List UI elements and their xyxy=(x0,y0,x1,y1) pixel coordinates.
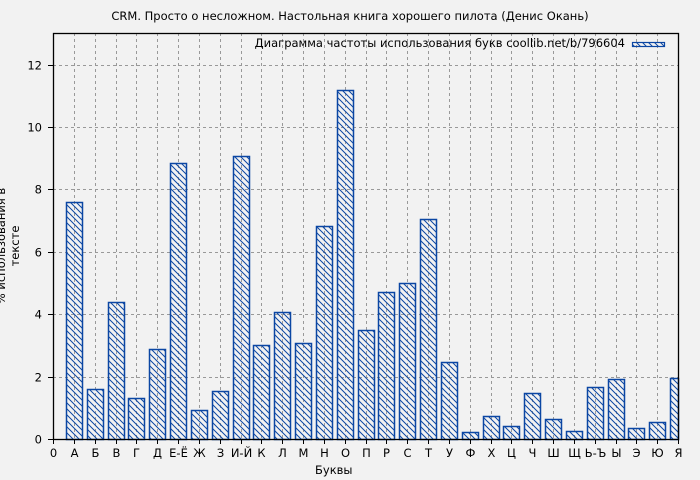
bars xyxy=(65,89,680,441)
bar-Ц xyxy=(502,425,521,441)
bar-С xyxy=(398,282,417,441)
bar-Х xyxy=(482,415,501,441)
y-tick-label: 12 xyxy=(27,59,42,73)
bar-Ь-Ъ xyxy=(586,386,605,441)
bar-Я xyxy=(669,377,680,441)
x-tick-label: Ц xyxy=(507,446,516,460)
x-tick-label: О xyxy=(341,446,350,460)
x-tick-label: Ю xyxy=(651,446,663,460)
x-tick-label: Ж xyxy=(193,446,206,460)
x-tick-label: Г xyxy=(133,446,140,460)
bar-Ы xyxy=(607,378,626,441)
y-tick-label: 8 xyxy=(35,183,42,197)
x-tick-label: Р xyxy=(383,446,390,460)
y-tick-label: 6 xyxy=(35,246,42,260)
bar-В xyxy=(107,301,126,441)
bar-Ш xyxy=(544,418,563,441)
bar-З xyxy=(211,390,230,441)
x-tick-label: Ф xyxy=(466,446,476,460)
x-tick-label: Е-Ё xyxy=(169,445,188,460)
x-axis-label: Буквы xyxy=(315,463,353,477)
bar-Ю xyxy=(648,421,667,441)
bar-Г xyxy=(127,397,146,441)
x-tick-label: А xyxy=(71,446,79,460)
y-tick-label: 2 xyxy=(35,371,42,385)
bar-Ф xyxy=(461,431,480,441)
bar-Э xyxy=(627,427,646,441)
bar-У xyxy=(440,361,459,441)
x-tick-label: У xyxy=(446,446,453,460)
bar-Н xyxy=(315,225,334,441)
x-tick-label: К xyxy=(257,446,265,460)
chart-title: CRM. Просто о несложном. Настольная книг… xyxy=(111,9,589,23)
x-tick-label: Х xyxy=(488,446,496,460)
x-tick-label: Щ xyxy=(568,446,581,460)
legend-swatch xyxy=(631,41,666,48)
bar-Р xyxy=(377,291,396,441)
x-tick-label: С xyxy=(403,446,411,460)
x-tick-label: Ы xyxy=(611,446,621,460)
bar-Б xyxy=(86,388,105,441)
y-tick-label: 0 xyxy=(35,433,42,447)
x-tick-label: М xyxy=(299,446,309,460)
x-tick-label: Я xyxy=(675,446,683,460)
bar-Е-Ё xyxy=(169,162,188,441)
x-tick-label: И-Й xyxy=(231,445,252,460)
bar-Д xyxy=(148,348,167,441)
x-tick-label: Н xyxy=(320,446,329,460)
bar-Ч xyxy=(523,392,542,441)
x-tick-label: В xyxy=(113,446,121,460)
bar-И-Й xyxy=(232,155,251,441)
x-tick-label: Ь-Ъ xyxy=(585,446,607,460)
x-tick-label: Ч xyxy=(529,446,537,460)
bar-К xyxy=(252,344,271,441)
bar-О xyxy=(336,89,355,441)
x-tick-label: Ш xyxy=(547,446,559,460)
bar-М xyxy=(294,342,313,441)
x-tick-label: 0 xyxy=(50,446,57,460)
legend: Диаграмма частоты использования букв coo… xyxy=(255,36,666,50)
bar-П xyxy=(357,329,376,441)
bar-А xyxy=(65,201,84,441)
bar-Щ xyxy=(565,430,584,441)
x-tick-label: Т xyxy=(424,446,433,460)
x-tick-label: З xyxy=(217,446,224,460)
x-tick-label: П xyxy=(362,446,371,460)
x-tick-label: Э xyxy=(632,446,640,460)
y-tick-label: 10 xyxy=(27,121,42,135)
bar-Л xyxy=(273,311,292,441)
x-tick-label: Б xyxy=(92,446,100,460)
bar-Т xyxy=(419,218,438,441)
bar-Ж xyxy=(190,409,209,441)
legend-label: Диаграмма частоты использования букв coo… xyxy=(255,36,625,50)
x-tick-label: Л xyxy=(278,446,287,460)
x-tick-label: Д xyxy=(153,446,162,460)
y-tick-label: 4 xyxy=(35,308,42,322)
